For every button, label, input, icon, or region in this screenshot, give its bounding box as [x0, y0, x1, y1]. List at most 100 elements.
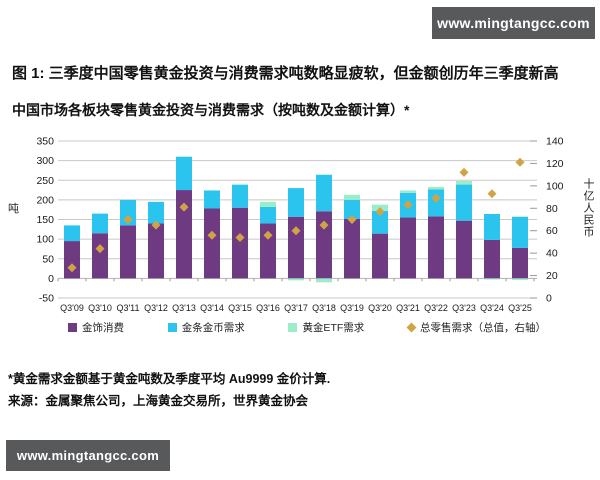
right-axis-tick-label: 140: [546, 136, 564, 148]
bar-segment: [148, 201, 164, 224]
left-axis-tick-label: 50: [42, 253, 54, 265]
bar-segment: [316, 211, 332, 279]
bar-segment: [400, 217, 416, 279]
bar-segment-negative: [512, 278, 528, 280]
bar-segment: [232, 207, 248, 279]
chart-legend: 金饰消费 金条金币需求 黄金ETF需求 总零售需求（总值，右轴）: [68, 320, 546, 335]
total-demand-diamond: [459, 167, 469, 177]
right-axis-tick-label: 100: [546, 180, 564, 192]
bar-segment: [92, 213, 108, 234]
bar-segment-negative: [288, 278, 304, 281]
bar-segment: [428, 186, 444, 190]
total-demand-diamond: [179, 202, 189, 212]
bar-segment-negative: [484, 278, 500, 280]
legend-color-swatch: [68, 323, 77, 332]
bar-segment: [512, 247, 528, 279]
total-demand-diamond: [487, 189, 497, 199]
bar-segment: [288, 188, 304, 217]
bar-segment: [344, 199, 360, 219]
x-axis-category-label: Q3'14: [200, 303, 224, 313]
total-demand-diamond: [151, 220, 161, 230]
left-axis-label: 吨: [8, 203, 19, 215]
left-axis-tick-label: 200: [36, 194, 54, 206]
x-axis-category-label: Q3'16: [256, 303, 280, 313]
bar-segment: [456, 184, 472, 221]
left-axis-tick-label: 0: [48, 273, 54, 285]
total-demand-diamond: [207, 230, 217, 240]
x-axis-category-label: Q3'09: [60, 303, 84, 313]
left-axis-tick-label: 250: [36, 175, 54, 187]
legend-item-1: 金条金币需求: [167, 320, 245, 335]
x-axis-category-label: Q3'19: [340, 303, 364, 313]
bar-segment: [232, 184, 248, 185]
left-axis-tick-label: 300: [36, 155, 54, 167]
legend-label: 总零售需求（总值，右轴）: [420, 322, 546, 334]
figure-subtitle: 中国市场各板块零售黄金投资与消费需求（按吨数及金额计算）*: [12, 102, 410, 118]
total-demand-diamond: [263, 230, 273, 240]
bar-segment: [148, 223, 164, 279]
x-axis-category-label: Q3'23: [452, 303, 476, 313]
bar-segment: [344, 194, 360, 200]
footnote-block: *黄金需求金额基于黄金吨数及季度平均 Au9999 金价计算. 来源：金属聚焦公…: [8, 368, 568, 412]
x-axis-category-label: Q3'24: [480, 303, 504, 313]
legend-color-swatch: [167, 323, 177, 332]
legend-item-3: 总零售需求（总值，右轴）: [406, 320, 546, 335]
bar-segment: [456, 220, 472, 279]
x-axis-category-label: Q3'21: [396, 303, 420, 313]
total-demand-diamond: [375, 207, 385, 217]
right-axis-tick-label: 60: [546, 225, 558, 237]
legend-item-2: 黄金ETF需求: [288, 320, 364, 335]
gold-demand-chart: 350 300 250 200 150 100 50 0 -50 0 20 40 60 80 100 120 1…: [0, 133, 600, 319]
x-axis-category-label: Q3'18: [312, 303, 336, 313]
x-axis-category-label: Q3'10: [88, 303, 112, 313]
right-axis-tick-label: 20: [546, 270, 558, 282]
left-axis-tick-label: 100: [36, 234, 54, 246]
x-axis-category-label: Q3'11: [116, 303, 139, 313]
bar-segment: [484, 214, 500, 240]
footnote-source: 来源：金属聚焦公司，上海黄金交易所，世界黄金协会: [8, 394, 309, 408]
left-axis-tick-label: 150: [36, 214, 54, 226]
bar-segment: [484, 239, 500, 279]
x-axis-category-label: Q3'12: [144, 303, 168, 313]
legend-label: 金饰消费: [82, 322, 124, 334]
total-demand-diamond: [431, 193, 441, 203]
bar-segment: [176, 190, 192, 279]
site-url-text: www.mingtangcc.com: [16, 448, 160, 463]
x-axis-category-label: Q3'25: [508, 303, 532, 313]
legend-diamond-marker: [406, 322, 417, 333]
bar-segment: [204, 190, 220, 209]
right-axis-tick-label: 80: [546, 203, 558, 215]
bar-segment: [344, 218, 360, 279]
bar-segment: [204, 208, 220, 279]
bar-segment: [120, 225, 136, 279]
left-axis-tick-label: 350: [36, 136, 54, 148]
bar-segment: [232, 184, 248, 208]
legend-label: 黄金ETF需求: [302, 322, 365, 334]
x-axis-category-label: Q3'13: [172, 303, 196, 313]
total-demand-diamond: [403, 200, 413, 210]
legend-color-swatch: [288, 323, 298, 332]
x-axis-category-label: Q3'15: [228, 303, 252, 313]
bar-segment-negative: [316, 278, 332, 283]
total-demand-diamond: [235, 232, 245, 242]
total-demand-diamond: [319, 220, 329, 230]
site-watermark-bottom: www.mingtangcc.com: [6, 440, 170, 471]
x-axis-category-label: Q3'17: [284, 303, 308, 313]
figure-title: 图 1: 三季度中国零售黄金投资与消费需求吨数略显疲软，但金额创历年三季度新高: [12, 65, 559, 82]
legend-item-0: 金饰消费: [68, 320, 124, 335]
bar-segment: [260, 201, 276, 207]
bar-segment: [456, 181, 472, 185]
legend-label: 金条金币需求: [181, 322, 245, 334]
right-axis-tick-label: 120: [546, 158, 564, 170]
bar-segment: [92, 233, 108, 279]
bar-segment: [316, 174, 332, 212]
footnote-note: *黄金需求金额基于黄金吨数及季度平均 Au9999 金价计算.: [8, 372, 331, 386]
bar-segment: [260, 223, 276, 279]
total-demand-diamond: [515, 157, 525, 167]
bar-segment: [64, 241, 80, 279]
bar-segment: [428, 189, 444, 217]
total-demand-diamond: [95, 244, 105, 254]
bar-segment: [176, 156, 192, 191]
total-demand-diamond: [123, 215, 133, 224]
